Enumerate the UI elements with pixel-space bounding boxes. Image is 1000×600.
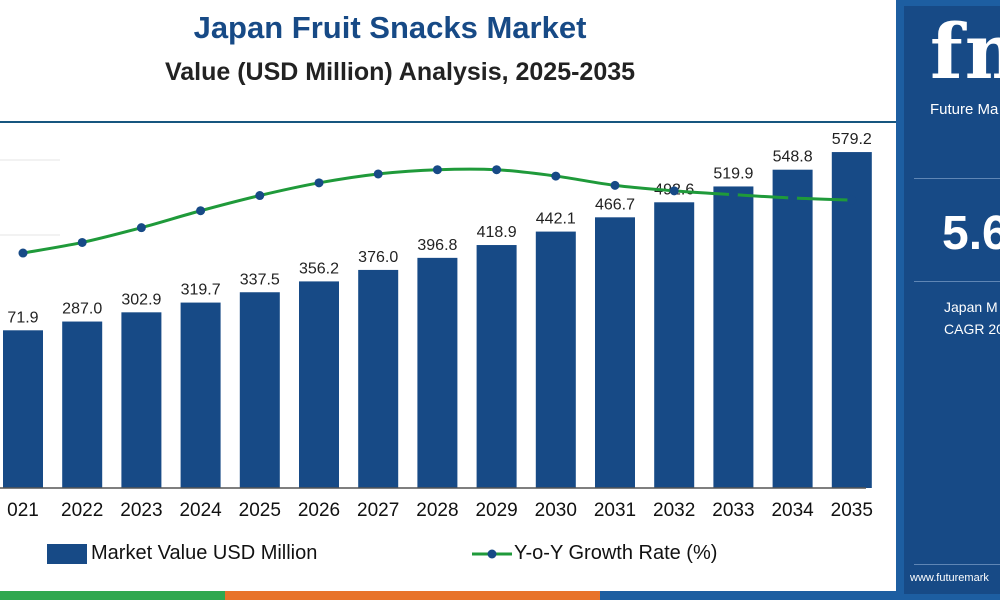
bar-label-2023: 302.9 [121, 291, 161, 308]
x-tick-2033: 2033 [712, 500, 754, 521]
bar-2022 [62, 321, 103, 488]
stripe-orange [225, 591, 600, 600]
stripe-blue [600, 591, 896, 600]
bar-2030 [535, 231, 576, 488]
legend: Market Value USD Million Y-o-Y Growth Ra… [0, 538, 896, 574]
chart-title: Japan Fruit Snacks Market [193, 10, 587, 45]
bar-2025 [239, 292, 280, 488]
growth-point-2034 [788, 193, 798, 203]
sidebar-divider [914, 281, 1000, 282]
bar-label-2024: 319.7 [181, 282, 221, 299]
sidebar-panel: fmi Future Ma 5.6 Japan M CAGR 202 www.f… [904, 6, 1000, 594]
growth-point-2025 [255, 191, 265, 201]
growth-point-2032 [669, 186, 679, 196]
growth-point-2026 [314, 178, 324, 188]
x-tick-2035: 2035 [831, 500, 873, 521]
logo-subtext: Future Ma [930, 101, 999, 118]
cagr-label: Japan M CAGR 202 [944, 296, 1000, 340]
x-tick-2034: 2034 [771, 500, 814, 521]
growth-point-2035 [847, 195, 857, 205]
bar-label-2028: 396.8 [417, 237, 457, 254]
bar-label-2022: 287.0 [62, 301, 102, 318]
bar-2033 [713, 186, 754, 488]
x-tick-2023: 2023 [120, 500, 162, 521]
bar-label-2029: 418.9 [477, 224, 517, 241]
bar-2035 [831, 152, 872, 488]
cagr-label-line2: CAGR 202 [944, 321, 1000, 337]
bar-2032 [654, 202, 695, 488]
legend-item-growth-rate: Y-o-Y Growth Rate (%) [470, 542, 717, 565]
sidebar-divider [914, 178, 1000, 179]
bar-label-2035: 579.2 [832, 131, 872, 148]
bottom-color-stripe [0, 591, 896, 600]
x-tick-2025: 2025 [239, 500, 281, 521]
bar-label-2031: 466.7 [595, 196, 635, 213]
legend-bar-swatch [47, 543, 87, 564]
title-divider [0, 121, 896, 123]
bar-label-2021: 71.9 [7, 309, 38, 326]
growth-point-2028 [432, 165, 442, 175]
legend-label-market-value: Market Value USD Million [91, 542, 318, 564]
bar-label-2033: 519.9 [713, 165, 753, 182]
stripe-green [0, 591, 225, 600]
cagr-value: 5.6 [942, 207, 1000, 260]
bar-label-2027: 376.0 [358, 249, 398, 266]
x-tick-2021: 021 [7, 500, 39, 521]
x-tick-2022: 2022 [61, 500, 103, 521]
bar-line-chart: 71.9 021 287.0 2022 302.9 2023 319.7 2024 337.5 2… [0, 131, 873, 521]
chart-subtitle: Value (USD Million) Analysis, 2025-2035 [164, 58, 636, 86]
growth-point-2024 [196, 206, 206, 216]
x-tick-2030: 2030 [535, 500, 577, 521]
bar-2024 [180, 302, 221, 488]
growth-point-2029 [492, 165, 502, 175]
bar-label-2026: 356.2 [299, 260, 339, 277]
bar-label-2030: 442.1 [536, 211, 576, 228]
cagr-label-line1: Japan M [944, 299, 998, 315]
growth-point-2027 [373, 169, 383, 179]
legend-item-market-value: Market Value USD Million [47, 542, 317, 565]
growth-point-2031 [610, 180, 620, 190]
bar-2026 [299, 281, 339, 488]
x-tick-2026: 2026 [298, 500, 340, 521]
growth-point-2022 [77, 237, 87, 247]
brand-sidebar: fmi Future Ma 5.6 Japan M CAGR 202 www.f… [896, 0, 1000, 600]
bar-2034 [772, 169, 813, 489]
x-tick-2028: 2028 [416, 500, 458, 521]
bar-2023 [121, 312, 162, 488]
bar-label-2034: 548.8 [773, 149, 813, 166]
bar-2031 [595, 217, 635, 488]
bar-label-2025: 337.5 [240, 271, 280, 288]
fmi-logo: fmi [930, 7, 1000, 96]
x-tick-2032: 2032 [653, 500, 695, 521]
x-tick-2024: 2024 [179, 500, 222, 521]
bar-2029 [476, 245, 517, 488]
x-tick-2031: 2031 [594, 500, 636, 521]
growth-point-2021 [18, 248, 28, 258]
bar-2021 [3, 330, 43, 488]
growth-point-2023 [136, 223, 146, 233]
bar-2028 [417, 257, 458, 488]
x-tick-2029: 2029 [475, 500, 517, 521]
legend-line-swatch [472, 549, 512, 558]
growth-point-2030 [551, 171, 561, 181]
website-url: www.futuremark [910, 572, 989, 584]
growth-point-2033 [728, 190, 738, 200]
bar-2027 [358, 269, 399, 488]
x-tick-2027: 2027 [357, 500, 399, 521]
sidebar-divider [914, 564, 1000, 565]
legend-label-growth-rate: Y-o-Y Growth Rate (%) [514, 542, 718, 564]
